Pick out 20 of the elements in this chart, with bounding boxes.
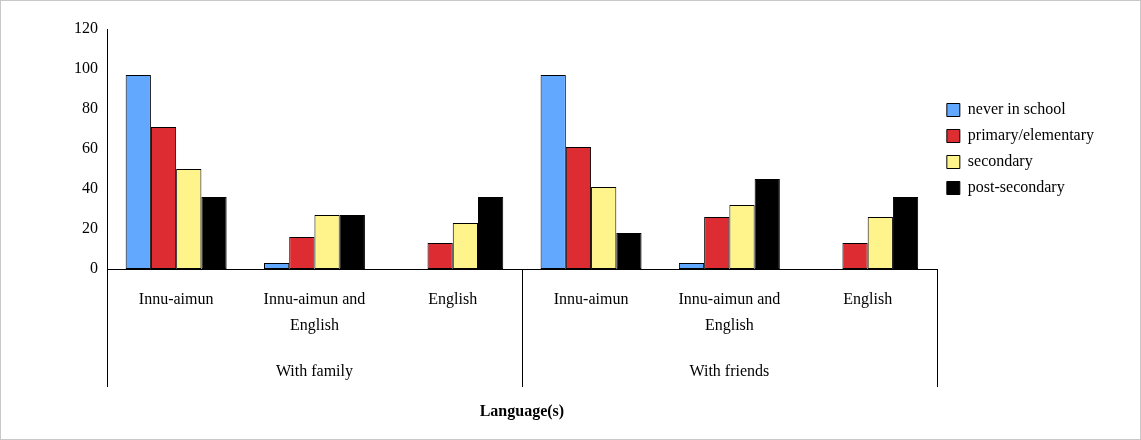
x-tick-label: Innu-aimun and English (263, 290, 366, 335)
y-tick-label: 60 (82, 139, 98, 157)
x-axis-title: Language(s) (479, 402, 565, 421)
text: With friends (689, 362, 770, 380)
y-tick-label: 120 (74, 19, 98, 37)
legend-label: never in school (967, 100, 1067, 118)
legend-label: secondary (967, 152, 1033, 171)
y-tick-label: 40 (82, 179, 98, 197)
y-tick-label: 20 (82, 219, 98, 237)
x-tick-label: English (428, 290, 478, 309)
x-tick-label: English (843, 290, 893, 309)
x-tick-label: Innu-aimun (553, 290, 629, 308)
x-tick-label: Innu-aimun and English (678, 290, 781, 335)
y-tick-label: 0 (90, 259, 98, 277)
y-tick-label: 100 (74, 59, 98, 77)
x-tick-label: Innu-aimun (138, 290, 214, 308)
text: With family (275, 362, 354, 381)
legend-label: primary/elementary (967, 126, 1095, 145)
y-tick-label: 80 (82, 99, 98, 117)
legend-label: post-secondary (967, 178, 1065, 197)
